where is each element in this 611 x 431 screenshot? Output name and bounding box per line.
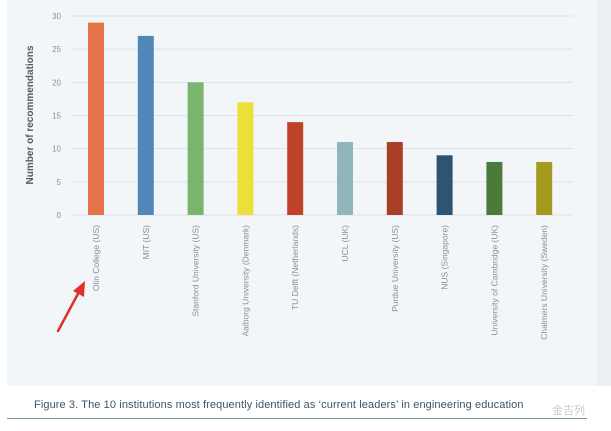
y-axis-label: Number of recommendations	[25, 45, 36, 184]
bar	[486, 161, 503, 215]
panel-edge	[597, 0, 611, 386]
y-tick-label: 5	[57, 178, 62, 187]
figure-caption: Figure 3. The 10 institutions most frequ…	[34, 399, 524, 411]
x-tick-label: University of Cambridge (UK)	[489, 225, 499, 336]
bars	[88, 22, 553, 216]
bar	[187, 82, 204, 215]
y-axis-ticks: 0 5 10 15 20 25 30	[52, 12, 61, 220]
x-tick-label: Stanford University (US)	[191, 225, 201, 317]
x-tick-label: UCL (UK)	[340, 225, 350, 262]
x-tick-label: Chalmers University (Sweden)	[539, 225, 549, 340]
bar	[137, 35, 154, 216]
red-arrow-annotation	[56, 281, 85, 333]
bar	[237, 102, 254, 215]
y-tick-label: 25	[52, 45, 61, 54]
x-tick-label: Olin College (US)	[91, 225, 101, 291]
bar	[337, 142, 353, 215]
x-axis-labels: Olin College (US) MIT (US) Stanford Univer…	[91, 225, 549, 340]
watermark: 金吉列	[552, 405, 585, 417]
x-tick-label: NUS (Singapore)	[440, 225, 450, 290]
y-tick-label: 15	[52, 112, 61, 121]
bar-chart: 0 5 10 15 20 25 30 Number of recommendations O…	[25, 12, 573, 340]
caption-divider	[7, 418, 587, 419]
bar	[386, 142, 403, 215]
y-tick-label: 0	[57, 211, 62, 220]
x-tick-label: TU Delft (Netherlands)	[290, 225, 300, 310]
x-tick-label: MIT (US)	[141, 225, 151, 259]
y-tick-label: 30	[52, 12, 61, 21]
x-tick-label: Purdue University (US)	[390, 225, 400, 312]
y-tick-label: 10	[52, 145, 61, 154]
bar	[88, 22, 104, 216]
bar	[287, 122, 304, 215]
x-tick-label: Aalborg University (Denmark)	[240, 225, 250, 337]
bar	[436, 155, 453, 215]
bar	[536, 161, 553, 215]
arrow-head-icon	[73, 281, 85, 297]
y-tick-label: 20	[52, 78, 61, 87]
